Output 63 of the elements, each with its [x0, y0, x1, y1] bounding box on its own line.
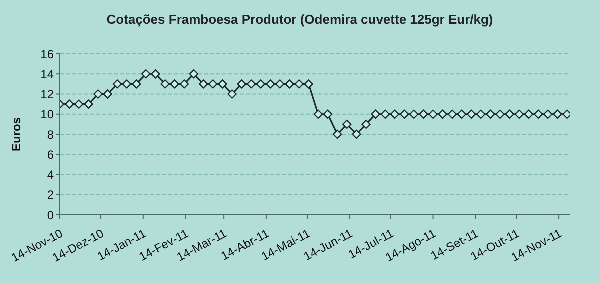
point	[218, 80, 228, 89]
point	[160, 80, 170, 89]
point	[122, 80, 132, 89]
point	[438, 110, 448, 119]
y-tick-label: 2	[47, 188, 54, 202]
point	[132, 80, 142, 89]
y-tick-label: 14	[40, 67, 54, 82]
point	[428, 110, 438, 119]
point	[256, 80, 266, 89]
point	[380, 110, 390, 119]
point	[390, 110, 400, 119]
y-tick-label: 0	[47, 208, 54, 222]
point	[410, 110, 419, 119]
point	[74, 100, 84, 109]
point	[332, 130, 342, 140]
point	[505, 110, 514, 119]
point	[151, 70, 160, 79]
point	[466, 110, 476, 119]
point	[294, 80, 304, 89]
y-tick-label: 6	[47, 148, 54, 162]
point	[285, 80, 294, 89]
point	[448, 110, 458, 119]
point	[457, 110, 467, 119]
y-tick-label: 12	[40, 88, 54, 102]
point	[524, 110, 534, 119]
point	[476, 110, 486, 119]
point	[237, 80, 246, 89]
y-tick-label: 16	[40, 47, 54, 62]
point	[544, 110, 553, 119]
point	[142, 70, 151, 79]
point	[84, 100, 94, 109]
point	[112, 80, 122, 89]
y-tick-label: 10	[40, 108, 54, 122]
y-tick-label: 4	[47, 168, 54, 182]
point	[228, 90, 237, 99]
point	[314, 110, 324, 119]
point	[189, 70, 199, 79]
point	[198, 80, 208, 89]
point	[342, 120, 352, 130]
point	[103, 90, 112, 99]
point	[208, 80, 218, 89]
point	[246, 80, 256, 89]
point	[496, 110, 505, 119]
point	[400, 110, 410, 119]
point	[170, 80, 180, 89]
point	[553, 110, 562, 119]
point	[419, 110, 428, 119]
point	[266, 80, 276, 89]
point	[323, 110, 333, 119]
point	[276, 80, 285, 89]
point	[514, 110, 524, 119]
y-tick-label: 8	[47, 128, 54, 142]
point	[64, 100, 74, 109]
point	[94, 90, 103, 99]
point	[486, 110, 496, 119]
point	[180, 80, 190, 89]
point	[362, 120, 371, 130]
y-axis-title: Euros	[9, 117, 24, 152]
chart-title: Cotações Framboesa Produtor (Odemira cuvette 125gr Eur/kg)	[106, 12, 494, 27]
point	[304, 80, 314, 89]
point	[534, 110, 544, 119]
point	[352, 130, 362, 140]
point	[371, 110, 380, 119]
